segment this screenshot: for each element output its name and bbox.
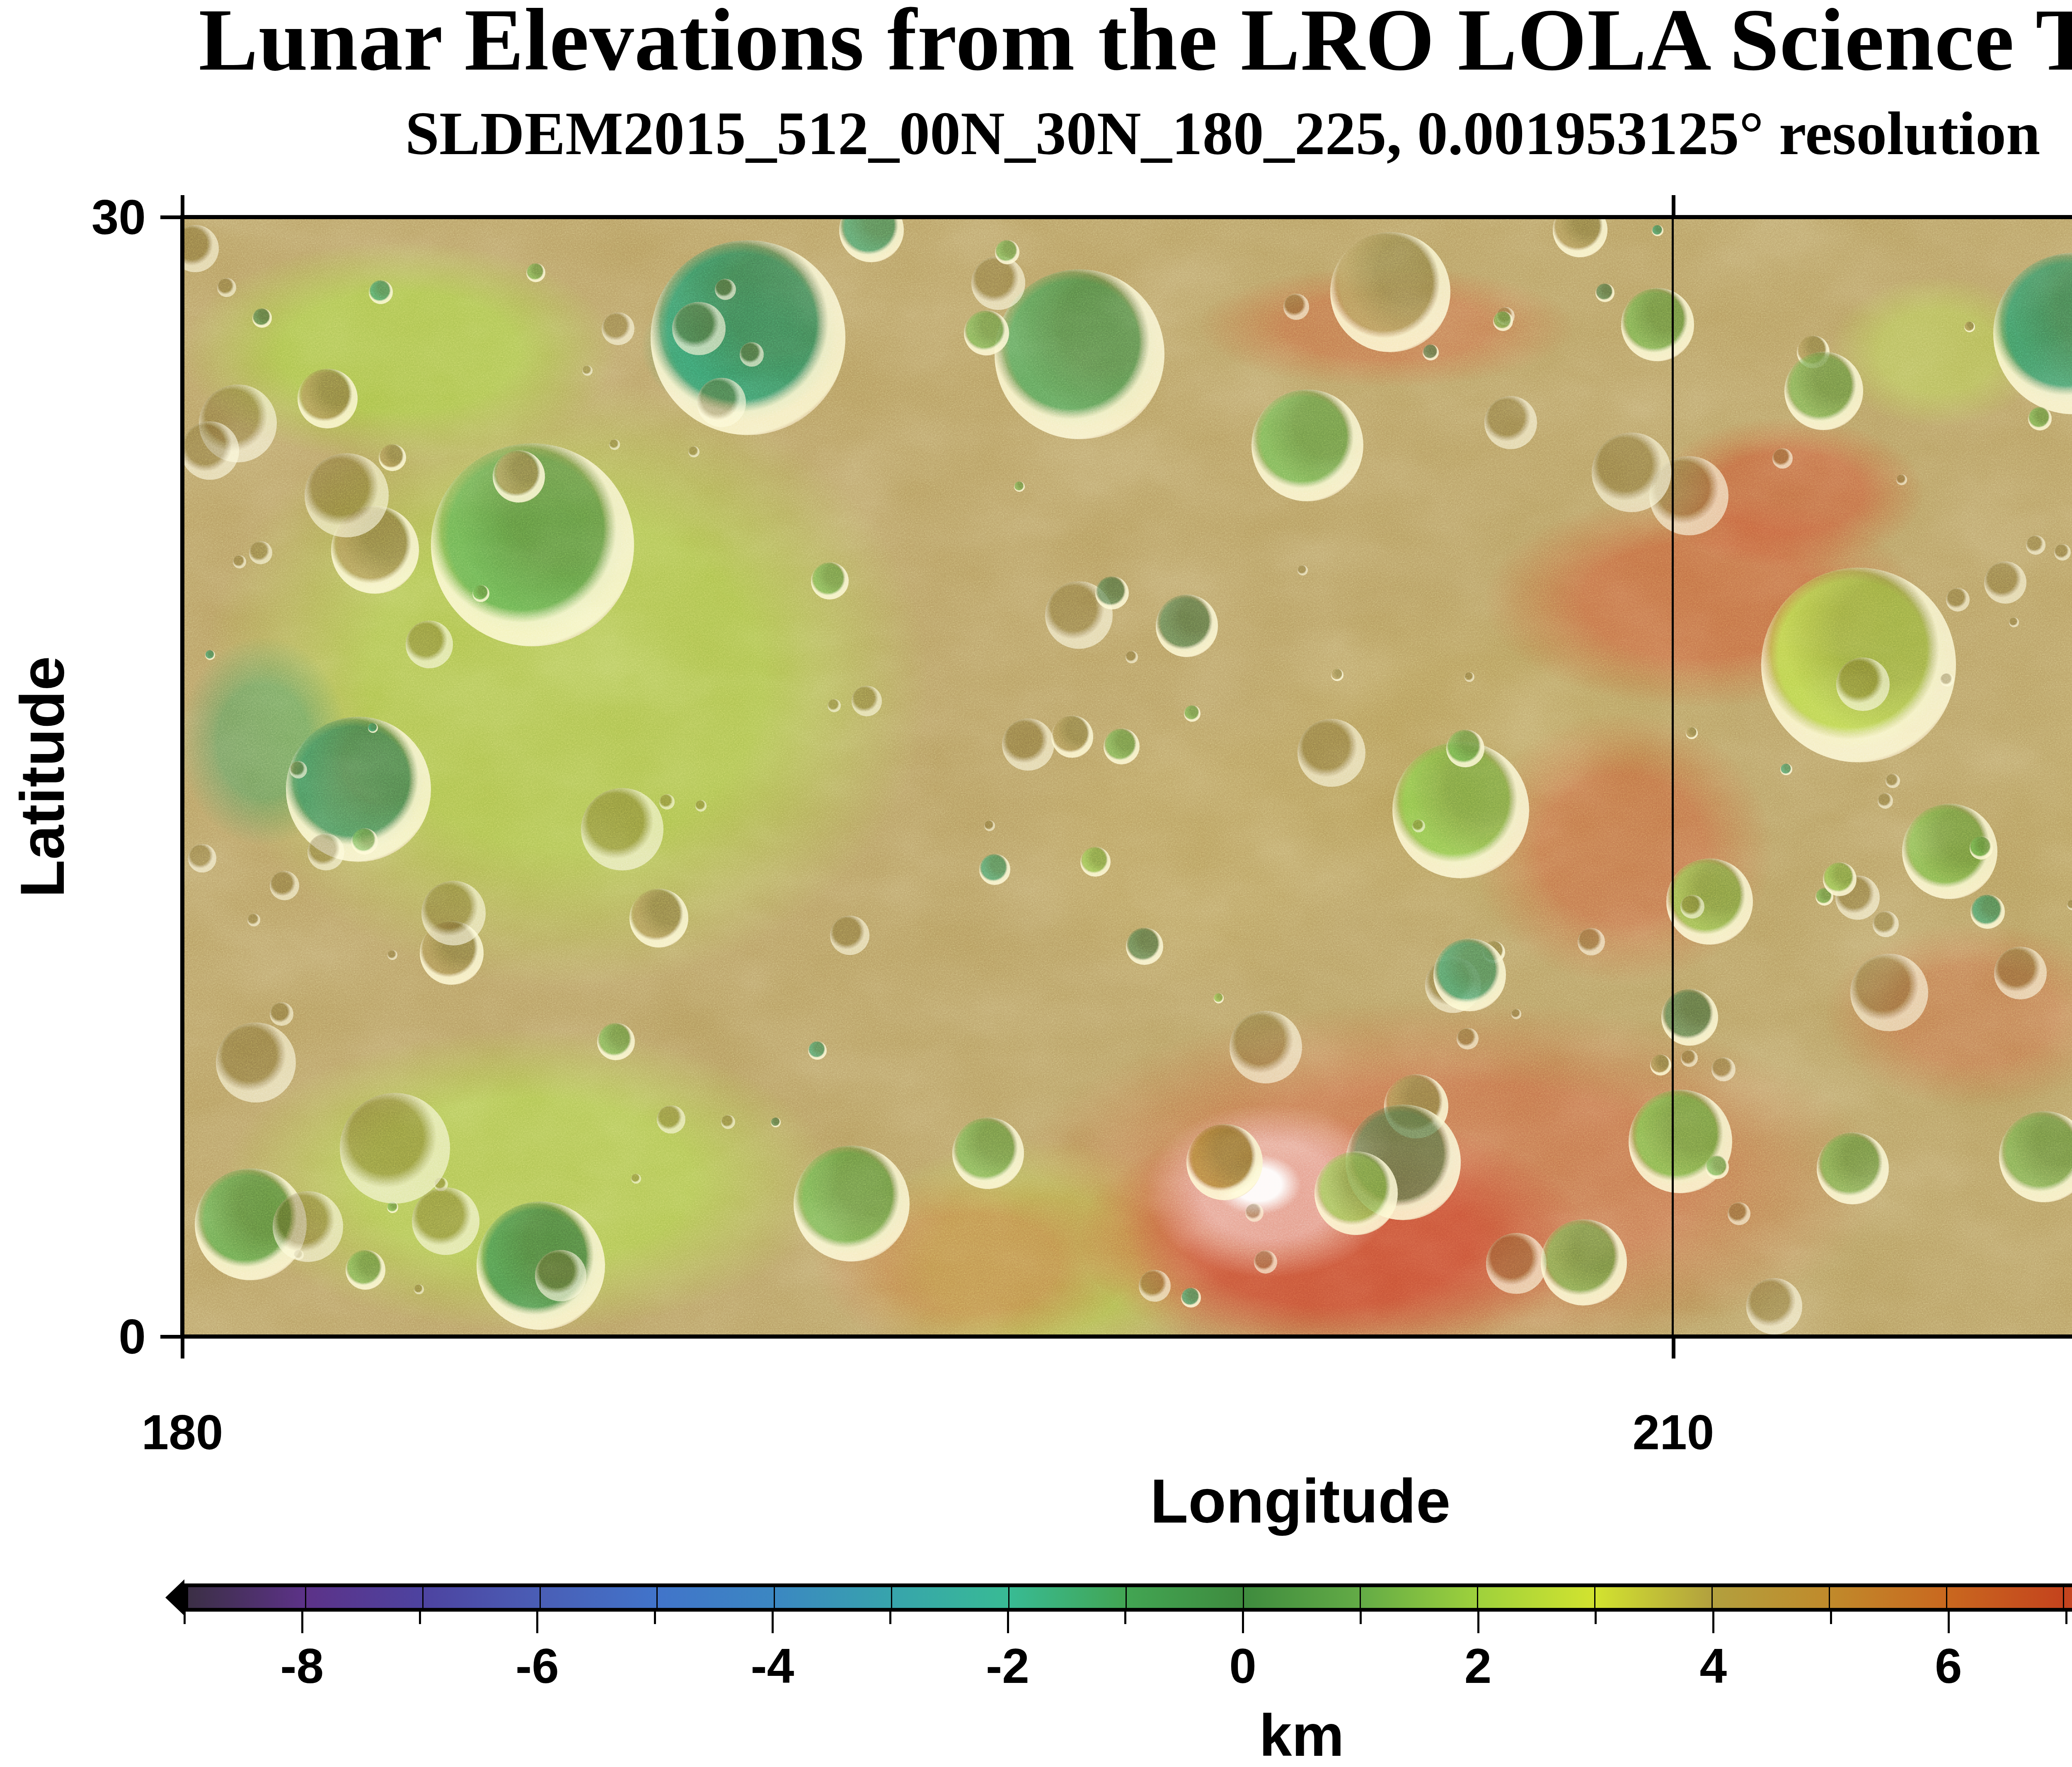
colorbar-tick xyxy=(772,1612,774,1633)
figure-subtitle: SLDEM2015_512_00N_30N_180_225, 0.0019531… xyxy=(0,103,2072,164)
y-axis-title: Latitude xyxy=(11,656,73,897)
colorbar-tick xyxy=(1124,1612,1126,1624)
x-tick-top xyxy=(1672,195,1675,215)
colorbar-segment-line xyxy=(2063,1587,2064,1608)
colorbar-tick-label: 0 xyxy=(1229,1641,1256,1690)
x-tick-label: 210 xyxy=(1633,1408,1714,1457)
colorbar-tick-label: 4 xyxy=(1699,1641,1727,1690)
colorbar-tick xyxy=(419,1612,421,1624)
colorbar-segment-line xyxy=(1946,1587,1947,1608)
figure-title: Lunar Elevations from the LRO LOLA Scien… xyxy=(0,0,2072,84)
x-tick-bottom xyxy=(181,1339,184,1358)
x-axis-title: Longitude xyxy=(1150,1470,1451,1532)
mottle-noise xyxy=(184,219,2072,1334)
x-tick-top xyxy=(181,195,184,215)
y-tick-left xyxy=(160,215,180,219)
elevation-colorbar xyxy=(184,1583,2072,1612)
colorbar-segment-line xyxy=(774,1587,775,1608)
colorbar-tick xyxy=(1007,1612,1009,1633)
colorbar-tick xyxy=(536,1612,538,1633)
colorbar-segment-line xyxy=(1711,1587,1713,1608)
x-tick-label: 180 xyxy=(142,1408,223,1457)
colorbar-tick xyxy=(1477,1612,1479,1633)
y-tick-label: 30 xyxy=(0,193,146,242)
x-tick-bottom xyxy=(1672,1339,1675,1358)
colorbar-gradient xyxy=(188,1587,2072,1608)
colorbar-segment-line xyxy=(656,1587,658,1608)
colorbar-segment-line xyxy=(1360,1587,1361,1608)
colorbar-segment-line xyxy=(891,1587,892,1608)
colorbar-segment-line xyxy=(1829,1587,1830,1608)
colorbar-tick xyxy=(2065,1612,2067,1624)
colorbar-tick xyxy=(654,1612,656,1624)
colorbar-tick-label: -8 xyxy=(280,1641,324,1690)
colorbar-tick xyxy=(1948,1612,1950,1633)
colorbar-segment-line xyxy=(305,1587,306,1608)
colorbar-segment-line xyxy=(1243,1587,1244,1608)
meridian-210-gridline xyxy=(1672,219,1674,1334)
colorbar-segment-line xyxy=(1477,1587,1478,1608)
colorbar-tick xyxy=(1830,1612,1832,1624)
colorbar-tick xyxy=(889,1612,891,1624)
colorbar-tick xyxy=(1242,1612,1244,1633)
colorbar-tick xyxy=(1360,1612,1362,1624)
colorbar-tick-label: -6 xyxy=(516,1641,559,1690)
colorbar-tick-label: 6 xyxy=(1935,1641,1962,1690)
colorbar-tick xyxy=(301,1612,303,1633)
colorbar-tick-label: -2 xyxy=(986,1641,1029,1690)
colorbar-segment-line xyxy=(1594,1587,1595,1608)
colorbar-segment-line xyxy=(1008,1587,1009,1608)
colorbar-segment-line xyxy=(540,1587,541,1608)
figure-page: { "title": "Lunar Elevations from the LR… xyxy=(0,0,2072,1767)
colorbar-tick xyxy=(184,1612,186,1624)
colorbar-tick xyxy=(1712,1612,1714,1633)
colorbar-tick-label: -4 xyxy=(750,1641,794,1690)
colorbar-segment-line xyxy=(1126,1587,1127,1608)
y-tick-left xyxy=(160,1335,180,1339)
colorbar-low-arrow xyxy=(165,1579,184,1616)
y-tick-label: 0 xyxy=(0,1312,146,1361)
colorbar-unit-label: km xyxy=(1231,1706,1372,1765)
colorbar-tick-label: 2 xyxy=(1464,1641,1492,1690)
colorbar-segment-line xyxy=(422,1587,424,1608)
lunar-elevation-map xyxy=(180,215,2072,1339)
colorbar-tick xyxy=(1595,1612,1597,1624)
